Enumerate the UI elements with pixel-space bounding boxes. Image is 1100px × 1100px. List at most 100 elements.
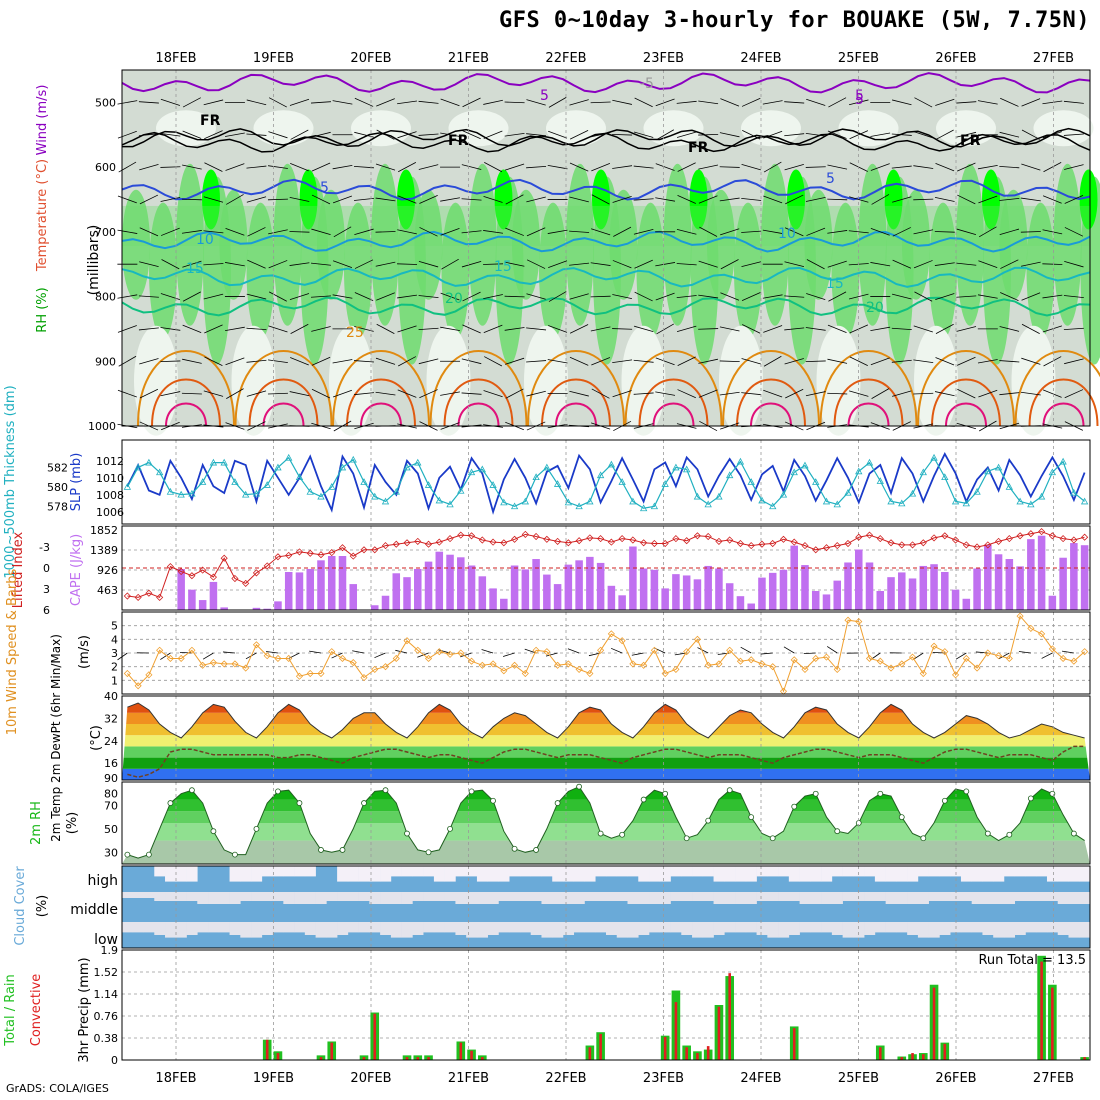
wind-barb [805,391,826,397]
wind-barb [676,229,697,235]
cloud-gap [175,866,187,882]
isotherm-30 [443,378,514,427]
wind-barb [440,326,460,332]
li-point [414,537,422,545]
surface-wind-barb [913,652,924,660]
wind-barb [870,262,891,267]
thickness-point [220,458,228,466]
rh-dry-blob [643,110,704,147]
wind-speed-point [790,656,798,664]
li-point [478,536,486,544]
cloud-gap [1057,922,1069,935]
wind-barb [698,294,719,299]
cloud-gap [1057,866,1069,882]
wind-barb [590,262,611,266]
wind-speed-point [597,646,605,654]
slp-axis-label: SLP (mb) [69,453,84,512]
li-tick-label: 0 [43,562,50,575]
wind-barb [117,195,137,204]
cloud-gap [175,892,187,901]
wind-speed-point [941,648,949,656]
cape-bar [446,554,454,610]
wind-speed-point [231,660,239,668]
wind-barb [805,196,826,202]
cloud-gap [358,866,370,882]
cloud-gap [842,866,854,877]
cape-bar [392,573,401,610]
wind-speed-point [736,657,745,665]
isotherm-30 [248,378,319,427]
thickness-point [231,478,239,485]
wind-barb [354,259,374,269]
wind-barb [461,261,482,268]
cape-bar [209,581,218,610]
temperature-axis-label: Temperature (°C) [35,159,50,272]
wind-speed-point [575,665,583,673]
wind-barb [676,131,697,138]
convective-bar [362,1057,366,1060]
cape-bar [704,565,712,610]
wind-barb [935,98,955,106]
wind-barb [290,129,309,140]
wind-barb [333,226,352,238]
cloud-gap [143,892,155,898]
cape-bar [715,568,723,610]
cloud-gap [907,866,919,882]
wind-barb [1064,389,1084,399]
contour-label: 10 [196,232,214,248]
wind-barb [784,261,805,267]
cloud-gap [831,922,843,935]
cape-bar [510,565,519,610]
li-point [457,531,465,539]
cloud-gap [154,922,166,935]
rh-dry-blob [719,325,763,436]
cloud-gap [638,892,650,904]
cloud-gap [552,866,564,882]
cloud-gap [724,892,736,904]
wind-barb [332,359,353,364]
wind-barb [310,295,331,298]
wind-barb [871,388,890,399]
temp-tick-label: 16 [104,757,118,770]
wind-barb [246,133,267,136]
cloud-gap [821,892,833,904]
wind-barb [1042,294,1063,299]
cloud-gap [1025,892,1037,901]
wind-barb [1063,133,1084,136]
contour-label: FR [688,140,709,156]
thickness-point [446,500,454,508]
cloud-gap [154,892,166,901]
rh-point [1006,831,1013,838]
wind-speed-point [1027,624,1035,632]
isotherm-30 [833,378,904,427]
cape-bar [908,578,917,610]
wind-speed-point [1081,648,1089,656]
contour-label: -5 [640,76,654,92]
wind-speed-point [704,661,712,669]
li-point [317,551,325,559]
wind-barb [160,391,181,397]
cape-bar [177,568,185,610]
surface-wind-barb [352,650,365,654]
date-label-top: 22FEB [545,51,586,66]
temp-band [122,735,1090,747]
isotherm-30 [151,378,221,427]
wind-barb [375,163,396,171]
rh-blob-high [787,169,805,230]
cloud-gap [476,922,488,938]
li-point [822,544,831,552]
cape-bar [682,575,691,610]
wind-barb [203,263,224,266]
wind-barb [138,295,159,298]
wind-speed-point [403,637,411,645]
cloud-gap [487,892,499,904]
isotherm-25 [332,350,430,427]
li-point [489,538,497,546]
wind-barb [225,262,245,267]
cape-bar [424,561,433,610]
wind-barb [290,357,309,366]
isotherm-35 [457,402,500,427]
precip-tick-label: 0 [111,1054,118,1067]
isotherm-25 [624,350,723,427]
li-point [898,541,906,549]
